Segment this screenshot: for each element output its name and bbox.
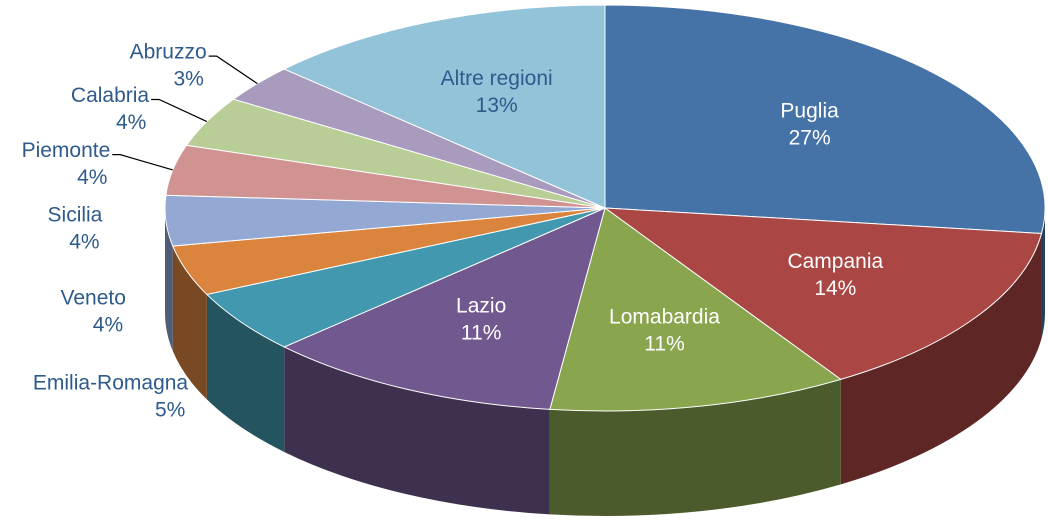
value-label: 3%	[173, 68, 203, 91]
value-label: 4%	[77, 166, 107, 189]
category-label: Calabria	[71, 84, 150, 107]
value-label: 11%	[461, 322, 501, 345]
slice-side	[172, 246, 207, 400]
leader-line	[208, 55, 258, 85]
slice-side	[165, 208, 173, 352]
category-label: Sicilia	[48, 204, 103, 227]
category-label: Abruzzo	[130, 41, 207, 64]
leader-line	[151, 98, 208, 123]
leader-line	[112, 154, 173, 171]
category-label: Piemonte	[22, 139, 111, 162]
category-label: Altre regioni	[441, 67, 553, 90]
category-label: Puglia	[780, 99, 839, 122]
value-label: 27%	[789, 126, 831, 149]
category-label: Emilia-Romagna	[33, 372, 189, 395]
slice	[283, 207, 606, 410]
value-label: 4%	[69, 231, 99, 254]
slice	[604, 4, 1046, 234]
value-label: 13%	[476, 94, 518, 117]
category-label: Lomabardia	[609, 305, 720, 328]
value-label: 14%	[814, 277, 856, 300]
slice-side	[840, 233, 1042, 485]
value-label: 4%	[116, 111, 146, 134]
slice	[603, 207, 1043, 380]
value-label: 4%	[93, 314, 123, 337]
category-label: Lazio	[456, 295, 506, 318]
slice-side	[1041, 208, 1045, 339]
slice-side	[206, 294, 285, 452]
category-label: Veneto	[61, 287, 126, 310]
slice-side	[284, 346, 550, 515]
category-label: Campania	[787, 250, 883, 273]
slice	[549, 207, 842, 412]
slice-side	[549, 379, 841, 516]
value-label: 11%	[644, 332, 684, 355]
slice	[283, 4, 606, 209]
value-label: 5%	[155, 399, 185, 422]
